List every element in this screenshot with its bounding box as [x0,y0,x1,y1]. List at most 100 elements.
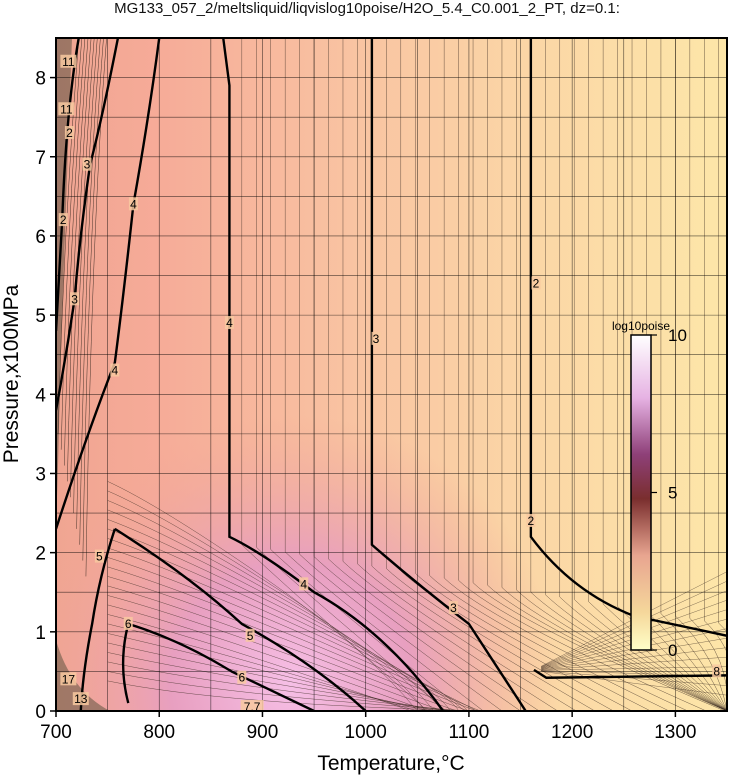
lower-left-dark-band [56,640,110,711]
thin-contour [284,38,484,711]
contour-label-text: 11 [62,55,75,69]
contour-label-text: 5 [247,629,254,643]
major-contour [79,527,367,711]
thin-contour [386,38,614,711]
major-contour [56,38,80,332]
y-tick-label: 5 [35,306,46,327]
contour-label-text: 6 [238,671,245,685]
thin-contour [458,38,707,711]
contour-label: 2 [531,276,541,290]
thin-contour [472,38,726,711]
thin-contour [718,38,727,711]
colorbar-tick-label: 0 [668,641,677,660]
major-contours [56,38,727,711]
contour-label: 5 [94,549,104,564]
major-contour [529,38,727,637]
y-tick-label: 2 [35,544,46,565]
contour-label-bg [237,670,247,684]
thin-contour [107,500,435,711]
thin-contour [107,519,451,711]
contour-label: 2 [64,126,74,140]
thin-contour [400,38,633,711]
contour-label-bg [531,276,541,290]
major-contour [370,38,527,711]
thin-contour [85,38,107,577]
x-tick-label: 1100 [448,722,489,743]
y-tick-label: 3 [35,464,46,485]
contour-label-text: 2 [528,514,535,528]
contour-label-text: 5 [96,550,103,564]
thin-contour [79,38,101,545]
contour-label-bg [240,700,264,711]
contour-label-text: 3 [373,332,380,346]
contour-label-bg [128,197,138,211]
contour-label: 8 [712,664,722,678]
thin-contour [107,585,509,711]
contour-label-text: 4 [130,197,137,211]
thin-contour [675,38,727,711]
contour-label: 3 [448,601,458,615]
colorbar-tick-label: 5 [668,484,677,503]
thin-contour [73,38,95,514]
contour-lines [57,38,727,711]
contour-label-bg [110,363,120,377]
thin-contour [342,38,558,711]
chart-title: MG133_057_2/meltsliquid/liqvislog10poise… [114,0,620,17]
colorbar-gradient [630,334,652,651]
contour-label: 2 [526,513,536,528]
thin-contour [60,38,83,450]
thin-contour [67,38,89,482]
contour-label-text: 2 [66,126,73,140]
contour-label: 4 [110,363,120,378]
contour-label: 17 [60,672,77,686]
grid-lines [56,38,727,711]
thin-contour [107,509,443,711]
thin-contour [107,604,526,711]
major-contour [533,668,727,679]
contour-label: 4 [128,197,138,211]
thin-contour [107,490,426,711]
y-tick-label: 6 [35,227,46,248]
contour-label-text: 4 [111,364,118,378]
x-axis: 700 800 900 1000 1100 1200 1300 [40,711,697,743]
major-contour [56,38,120,411]
x-axis-title: Temperature,°C [317,752,464,775]
thin-contour [107,595,517,711]
thin-contour [76,38,98,529]
thin-contour [256,38,447,711]
thin-contour [704,38,727,711]
high-viscosity-region [56,38,727,711]
thin-contour [357,38,577,711]
thin-contour [241,38,428,711]
contour-label: 6 [123,616,133,631]
contour-label-bg [82,157,92,171]
left-edge-dark-band [56,38,72,520]
x-tick-label: 1300 [654,722,696,743]
contour-label-bg [58,213,68,227]
major-contour [56,38,161,530]
contour-label: 4 [224,316,234,330]
x-tick-label: 800 [143,722,175,743]
thin-contour [660,38,727,711]
contour-label-bg [58,102,75,116]
contour-label: 3 [82,157,92,172]
colorbar-ticks: 0 5 10 [651,326,687,660]
contour-label-text: 3 [84,158,91,172]
contour-label-bg [448,601,458,615]
thin-contour [371,38,595,711]
x-tick-label: 1200 [551,722,593,743]
contour-label: 11 [60,54,77,69]
x-tick-label: 700 [40,722,72,743]
contour-label-bg [70,292,80,306]
colorbar-title: log10poise [612,319,670,333]
contour-label-bg [94,549,104,563]
contour-label: 11 [58,102,75,116]
contour-label-bg [60,54,77,68]
contour-label-bg [245,628,255,642]
contour-label-bg [64,126,74,140]
x-tick-label: 900 [247,722,279,743]
contour-labels: 2 2 3 3 4 4 4 4 5 5 6 6 3 3 2 2 11 11 7.7 17 13 8 [58,54,722,711]
thin-contour [429,38,670,711]
contour-label: 7.7 [240,700,264,711]
